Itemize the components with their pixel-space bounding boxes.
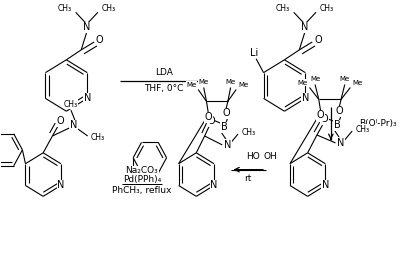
Text: N: N — [322, 180, 329, 190]
Text: CH₃: CH₃ — [102, 4, 116, 13]
Text: CH₃: CH₃ — [276, 4, 290, 13]
Text: CH₃: CH₃ — [58, 4, 72, 13]
Text: CH₃: CH₃ — [242, 127, 256, 137]
Text: LDA: LDA — [155, 68, 173, 77]
Text: O: O — [96, 35, 104, 45]
Text: HO: HO — [246, 152, 260, 161]
Text: B: B — [334, 120, 341, 130]
Text: N: N — [57, 180, 64, 190]
Text: Me: Me — [198, 79, 209, 85]
Text: O: O — [56, 116, 64, 126]
Text: CH₃: CH₃ — [90, 133, 105, 143]
Text: Me: Me — [186, 82, 196, 87]
Text: N: N — [83, 22, 90, 32]
Text: N: N — [301, 22, 308, 32]
Text: CH₃: CH₃ — [320, 4, 334, 13]
Text: O: O — [335, 106, 343, 116]
Text: N: N — [302, 93, 309, 103]
Text: OH: OH — [263, 152, 277, 161]
Text: N: N — [210, 180, 218, 190]
Text: Me: Me — [297, 80, 308, 86]
Text: Me: Me — [238, 82, 248, 87]
Text: O: O — [204, 112, 212, 122]
Text: Na₂CO₃: Na₂CO₃ — [126, 166, 158, 175]
Text: O: O — [314, 35, 322, 45]
Text: rt: rt — [244, 174, 252, 183]
Text: O: O — [317, 110, 324, 120]
Text: I: I — [132, 174, 135, 184]
Text: Me: Me — [340, 76, 350, 82]
Text: O: O — [320, 114, 328, 124]
Text: B(Oᴵ-Pr)₃: B(Oᴵ-Pr)₃ — [359, 119, 396, 128]
Text: PhCH₃, reflux: PhCH₃, reflux — [112, 186, 172, 195]
Text: O: O — [222, 108, 230, 118]
Text: CH₃: CH₃ — [64, 100, 78, 109]
Text: Pd(PPh)₄: Pd(PPh)₄ — [123, 175, 161, 184]
Text: B: B — [221, 122, 228, 132]
Text: O: O — [207, 116, 215, 126]
Text: N: N — [337, 138, 345, 148]
Text: THF, 0°C: THF, 0°C — [144, 84, 184, 93]
Text: N: N — [70, 120, 78, 130]
Text: Me: Me — [352, 80, 362, 86]
Text: CH₃: CH₃ — [356, 124, 370, 134]
Text: N: N — [84, 93, 91, 103]
Text: N: N — [224, 140, 232, 150]
Text: Me: Me — [310, 76, 320, 82]
Text: Me: Me — [226, 79, 236, 85]
Text: Li: Li — [250, 48, 258, 58]
